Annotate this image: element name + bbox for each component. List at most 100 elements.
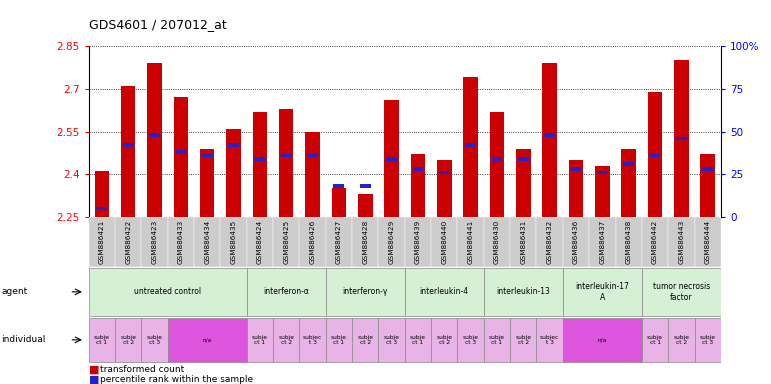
Text: subje
ct 2: subje ct 2: [673, 334, 689, 345]
Text: GSM886422: GSM886422: [125, 220, 131, 264]
Bar: [221, 217, 247, 267]
Bar: [307, 154, 318, 157]
Bar: [544, 133, 555, 137]
Bar: [595, 166, 610, 217]
Bar: [431, 217, 457, 267]
Bar: [701, 154, 715, 217]
Bar: [247, 217, 273, 267]
Bar: [676, 137, 687, 140]
Bar: [492, 157, 503, 161]
Bar: [254, 157, 265, 161]
Bar: [176, 150, 187, 154]
Bar: [437, 160, 452, 217]
Bar: [641, 318, 668, 362]
Bar: [457, 318, 484, 362]
Bar: [563, 217, 589, 267]
Text: subje
ct 2: subje ct 2: [278, 334, 295, 345]
Bar: [650, 154, 661, 157]
Bar: [281, 154, 291, 157]
Bar: [597, 171, 608, 174]
Text: GSM886423: GSM886423: [152, 220, 157, 264]
Bar: [325, 318, 352, 362]
Bar: [325, 268, 405, 316]
Bar: [299, 318, 326, 362]
Bar: [411, 154, 425, 217]
Bar: [648, 92, 662, 217]
Bar: [247, 318, 273, 362]
Bar: [141, 318, 168, 362]
Text: n/a: n/a: [203, 337, 212, 343]
Bar: [465, 144, 476, 147]
Text: GSM886432: GSM886432: [547, 220, 553, 264]
Bar: [379, 217, 405, 267]
Bar: [123, 144, 133, 147]
Text: GSM886429: GSM886429: [389, 220, 395, 264]
Text: subje
ct 3: subje ct 3: [463, 334, 479, 345]
Text: interleukin-4: interleukin-4: [419, 287, 469, 296]
Text: interleukin-13: interleukin-13: [497, 287, 550, 296]
Bar: [95, 171, 109, 217]
Bar: [360, 184, 371, 188]
Bar: [695, 318, 721, 362]
Bar: [431, 318, 457, 362]
Bar: [228, 144, 239, 147]
Text: GSM886433: GSM886433: [178, 220, 183, 264]
Bar: [385, 100, 399, 217]
Bar: [518, 157, 529, 161]
Text: interferon-γ: interferon-γ: [342, 287, 388, 296]
Bar: [273, 318, 299, 362]
Text: individual: individual: [2, 335, 46, 344]
Bar: [571, 167, 581, 171]
Bar: [668, 217, 695, 267]
Text: subje
ct 1: subje ct 1: [410, 334, 426, 345]
Text: GSM886442: GSM886442: [652, 220, 658, 264]
Text: GDS4601 / 207012_at: GDS4601 / 207012_at: [89, 18, 227, 31]
Bar: [563, 268, 641, 316]
Text: GSM886434: GSM886434: [204, 220, 210, 264]
Bar: [194, 217, 221, 267]
Text: GSM886431: GSM886431: [520, 220, 527, 264]
Text: GSM886427: GSM886427: [336, 220, 342, 264]
Bar: [352, 318, 379, 362]
Text: agent: agent: [2, 287, 28, 296]
Bar: [334, 184, 345, 188]
Bar: [273, 217, 299, 267]
Text: GSM886428: GSM886428: [362, 220, 369, 264]
Text: subje
ct 1: subje ct 1: [94, 334, 109, 345]
Bar: [299, 217, 326, 267]
Bar: [569, 160, 583, 217]
Bar: [543, 63, 557, 217]
Bar: [227, 129, 241, 217]
Text: GSM886437: GSM886437: [599, 220, 605, 264]
Text: GSM886443: GSM886443: [678, 220, 685, 264]
Bar: [490, 112, 504, 217]
Bar: [332, 189, 346, 217]
Text: GSM886430: GSM886430: [494, 220, 500, 264]
Bar: [115, 217, 141, 267]
Text: percentile rank within the sample: percentile rank within the sample: [100, 375, 254, 384]
Bar: [202, 154, 213, 157]
Text: subje
ct 2: subje ct 2: [120, 334, 136, 345]
Bar: [386, 157, 397, 161]
Bar: [325, 217, 352, 267]
Text: subjec
t 3: subjec t 3: [303, 334, 322, 345]
Bar: [89, 217, 115, 267]
Text: interleukin-17
A: interleukin-17 A: [575, 282, 629, 301]
Bar: [537, 217, 563, 267]
Bar: [89, 318, 115, 362]
Bar: [379, 318, 405, 362]
Text: subjec
t 3: subjec t 3: [540, 334, 559, 345]
Bar: [537, 318, 563, 362]
Text: GSM886438: GSM886438: [626, 220, 631, 264]
Text: n/a: n/a: [598, 337, 607, 343]
Bar: [457, 217, 484, 267]
Text: tumor necrosis
factor: tumor necrosis factor: [653, 282, 710, 301]
Text: transformed count: transformed count: [100, 365, 184, 374]
Bar: [141, 217, 168, 267]
Bar: [167, 318, 247, 362]
Bar: [510, 217, 537, 267]
Bar: [674, 60, 689, 217]
Text: subje
ct 3: subje ct 3: [146, 334, 163, 345]
Text: GSM886439: GSM886439: [415, 220, 421, 264]
Bar: [279, 109, 294, 217]
